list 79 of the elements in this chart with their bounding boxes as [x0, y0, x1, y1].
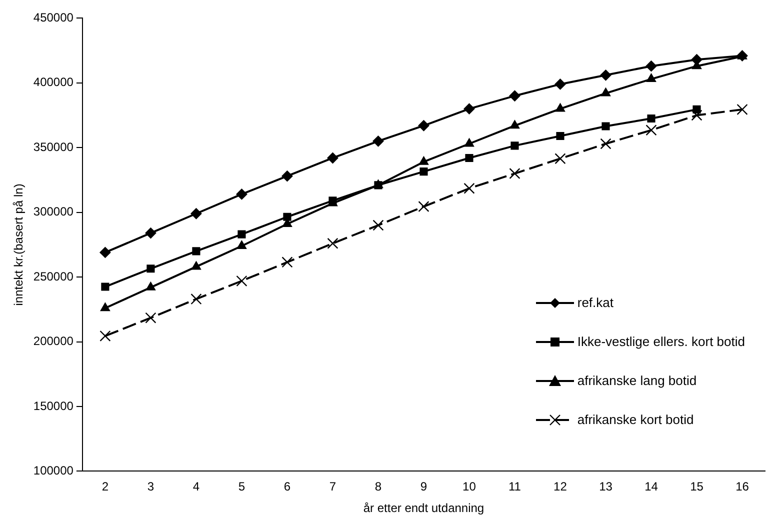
- point: [602, 122, 610, 130]
- point: [192, 247, 200, 256]
- x-tick-label: 11: [508, 480, 522, 494]
- y-tick-label: 300000: [33, 204, 74, 219]
- point: [100, 246, 111, 258]
- point: [238, 230, 246, 238]
- point: [283, 212, 292, 221]
- point: [418, 200, 430, 212]
- point: [692, 105, 701, 114]
- point: [600, 138, 612, 150]
- point: [555, 103, 566, 112]
- x-tick-label: 10: [462, 480, 476, 494]
- x-axis-title: år etter endt utdanning: [363, 501, 484, 516]
- point: [146, 264, 155, 273]
- y-tick-label: 350000: [33, 140, 74, 154]
- point: [509, 168, 520, 180]
- point: [464, 182, 475, 194]
- point: [146, 282, 156, 290]
- y-tick-label: 400000: [33, 75, 74, 90]
- point: [418, 120, 430, 132]
- point: [418, 156, 429, 165]
- point: [646, 60, 657, 72]
- point: [554, 78, 566, 90]
- point: [510, 120, 520, 129]
- point: [646, 74, 656, 82]
- legend-label: afrikanske lang botid: [577, 373, 697, 388]
- point: [101, 282, 110, 291]
- point: [556, 132, 564, 140]
- point: [736, 104, 748, 115]
- x-tick-label: 16: [736, 480, 750, 494]
- point: [465, 154, 474, 162]
- point: [100, 302, 110, 312]
- x-tick-label: 13: [599, 480, 613, 494]
- legend-label: ref.kat: [577, 295, 614, 310]
- point: [691, 110, 702, 121]
- x-tick-label: 8: [374, 480, 382, 494]
- point: [509, 90, 520, 102]
- x-tick-label: 2: [102, 480, 109, 494]
- x-tick-label: 9: [420, 480, 428, 494]
- x-tick-label: 4: [192, 480, 200, 494]
- point: [600, 88, 611, 96]
- y-axis-title: inntekt kr.(basert på ln): [12, 184, 26, 306]
- point: [464, 103, 475, 114]
- point: [372, 136, 384, 147]
- x-tick-label: 3: [147, 480, 154, 494]
- y-tick-label: 450000: [33, 10, 74, 25]
- point: [647, 114, 656, 123]
- point: [282, 170, 293, 182]
- point: [145, 228, 156, 239]
- point: [191, 261, 202, 270]
- point: [646, 124, 657, 136]
- y-tick-label: 150000: [33, 398, 74, 413]
- point: [145, 312, 156, 324]
- x-tick-label: 14: [644, 480, 658, 494]
- x-tick-label: 5: [238, 480, 246, 494]
- point: [464, 138, 474, 147]
- point: [554, 153, 566, 164]
- point: [236, 275, 248, 286]
- point: [372, 220, 384, 231]
- point: [327, 238, 338, 249]
- point: [100, 330, 111, 342]
- point: [236, 240, 247, 249]
- x-tick-label: 7: [329, 480, 336, 494]
- point: [327, 152, 338, 164]
- x-tick-label: 15: [690, 480, 704, 494]
- point: [420, 168, 428, 176]
- legend-label: Ikke-vestlige ellers. kort botid: [577, 334, 745, 349]
- x-tick-label: 12: [554, 480, 568, 494]
- y-tick-label: 200000: [33, 334, 74, 348]
- point: [190, 294, 202, 305]
- point: [190, 208, 202, 220]
- point: [282, 256, 293, 268]
- legend-label: afrikanske kort botid: [577, 412, 694, 427]
- point: [236, 188, 248, 200]
- x-tick-label: 6: [284, 480, 291, 494]
- point: [600, 70, 612, 81]
- y-tick-label: 100000: [33, 464, 74, 478]
- point: [510, 142, 519, 150]
- y-tick-label: 250000: [33, 269, 74, 284]
